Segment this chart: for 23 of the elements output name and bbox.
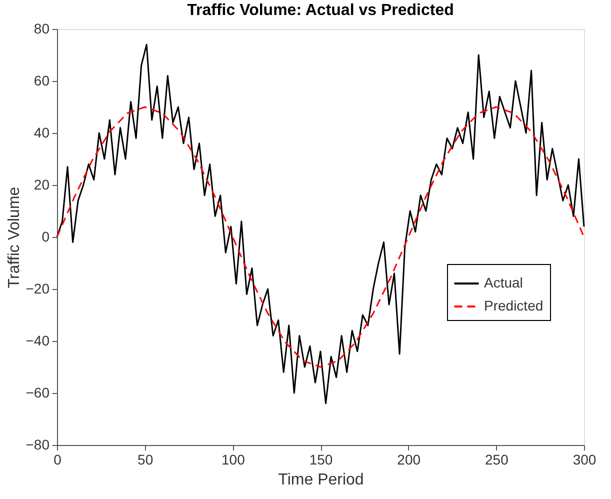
y-tick-label: 60: [34, 72, 50, 88]
x-tick-label: 0: [54, 452, 62, 468]
y-tick-label: −40: [26, 332, 50, 348]
legend-label: Predicted: [484, 298, 544, 314]
x-tick-label: 50: [138, 452, 154, 468]
y-tick-label: −60: [26, 384, 50, 400]
y-tick-label: −80: [26, 436, 50, 452]
y-tick-label: 80: [34, 20, 50, 36]
x-tick-label: 300: [572, 452, 596, 468]
x-tick-label: 250: [484, 452, 509, 468]
chart-title: Traffic Volume: Actual vs Predicted: [187, 2, 454, 19]
y-tick-label: 40: [34, 124, 50, 140]
x-tick-label: 200: [397, 452, 421, 468]
y-tick-label: −20: [26, 280, 50, 296]
y-tick-label: 20: [34, 176, 50, 192]
y-axis-title: Traffic Volume: [6, 186, 23, 288]
line-series: [56, 106, 585, 368]
line-series: [56, 44, 585, 404]
x-tick-label: 150: [309, 452, 333, 468]
legend-label: Actual: [484, 274, 523, 290]
x-tick-label: 100: [221, 452, 246, 468]
x-axis-title: Time Period: [278, 472, 364, 488]
y-tick-label: 0: [42, 228, 50, 244]
